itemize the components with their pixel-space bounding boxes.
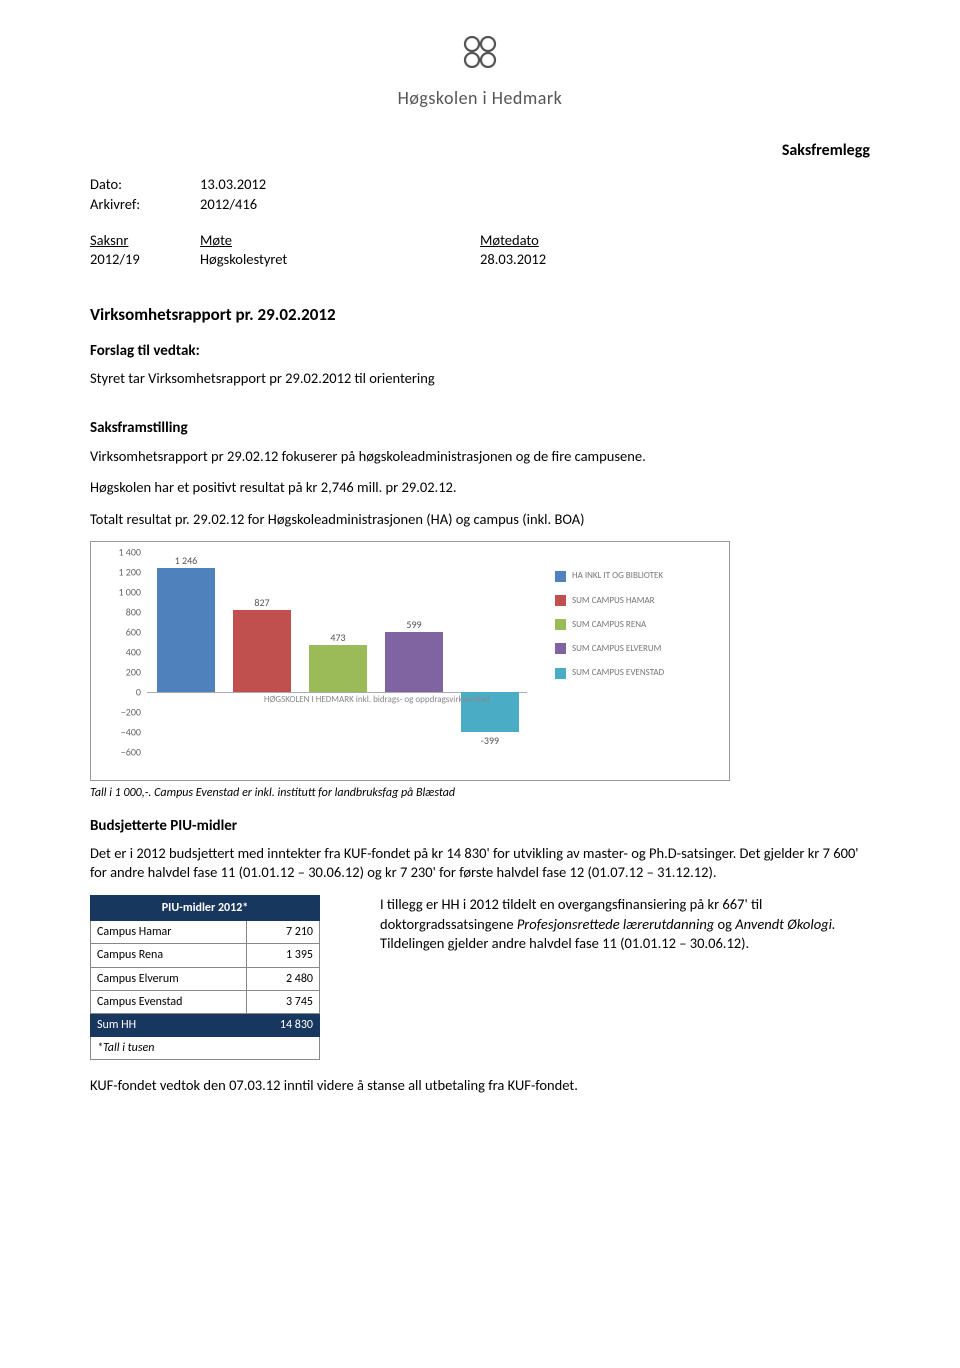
legend-label: SUM CAMPUS RENA [572,619,646,631]
legend-label: SUM CAMPUS HAMAR [572,595,655,607]
piu-foot: *Tall i tusen [91,1037,320,1060]
col-saksnr: Saksnr [90,231,200,251]
legend-label: HA INKL IT OG BIBLIOTEK [572,570,663,582]
y-tick: −600 [121,746,141,760]
budsjett-p1: Det er i 2012 budsjettert med inntekter … [90,844,870,883]
chart-plot: 1 246 827 473 599 -399 HØGSKOLEN I HEDMARK in… [147,552,527,752]
chart-legend: HA INKL IT OG BIBLIOTEK SUM CAMPUS HAMAR S… [555,570,715,691]
legend-item: SUM CAMPUS ELVERUM [555,643,715,655]
y-tick: 1 200 [118,566,141,580]
piu-row-value: 7 210 [246,921,319,944]
value-arkivref: 2012/416 [200,195,257,215]
forslag-text: Styret tar Virksomhetsrapport pr 29.02.2… [90,369,870,389]
chart-bar [233,610,291,693]
y-tick: 800 [126,606,141,620]
piu-table: PIU-midler 2012* Campus Hamar7 210Campus… [90,895,320,1060]
chart-caption: Tall i 1 000,-. Campus Evenstad er inkl.… [90,785,870,801]
piu-side-text: I tillegg er HH i 2012 tildelt en overga… [380,895,870,966]
y-tick: 200 [126,666,141,680]
y-tick: 600 [126,626,141,640]
col-mote: Møte [200,231,480,251]
piu-sum-label: Sum HH [91,1013,247,1036]
institution-name: Høgskolen i Hedmark [90,86,870,110]
bar-label: 827 [233,596,291,610]
y-tick: 400 [126,646,141,660]
y-tick: 0 [136,686,141,700]
chart-bar [309,645,367,692]
side-post: Tildelingen gjelder andre halvdel fase 1… [380,934,749,952]
doc-title: Virksomhetsrapport pr. 29.02.2012 [90,304,870,327]
budsjett-heading: Budsjetterte PIU-midler [90,816,870,836]
chart-bar [385,632,443,692]
result-chart: 1 400 1 200 1 000 800 600 400 200 0 −200 −400 −600… [90,541,730,781]
x-axis-label: HØGSKOLEN I HEDMARK inkl. bidrags- og op… [237,694,517,706]
legend-label: SUM CAMPUS ELVERUM [572,643,661,655]
bar-label: 1 246 [157,554,215,568]
last-p: KUF-fondet vedtok den 07.03.12 inntil vi… [90,1076,870,1096]
p3: Totalt resultat pr. 29.02.12 for Høgskol… [90,510,870,530]
piu-row-value: 1 395 [246,944,319,967]
piu-table-wrap: PIU-midler 2012* Campus Hamar7 210Campus… [90,895,320,1060]
label-arkivref: Arkivref: [90,195,200,215]
chart-bar [157,568,215,693]
table-row: Campus Evenstad3 745 [91,990,320,1013]
forslag-heading: Forslag til vedtak: [90,341,870,361]
table-row: Campus Hamar7 210 [91,921,320,944]
institution-logo [90,30,870,80]
legend-swatch [555,643,566,654]
legend-item: SUM CAMPUS HAMAR [555,595,715,607]
p1: Virksomhetsrapport pr 29.02.12 fokuserer… [90,447,870,467]
val-mote: Høgskolestyret [200,250,480,270]
value-dato: 13.03.2012 [200,175,266,195]
legend-swatch [555,595,566,606]
piu-row-label: Campus Rena [91,944,247,967]
y-tick: −200 [121,706,141,720]
piu-row-value: 2 480 [246,967,319,990]
legend-item: SUM CAMPUS EVENSTAD [555,667,715,679]
piu-row-label: Campus Hamar [91,921,247,944]
piu-sum-val: 14 830 [246,1013,319,1036]
table-row: Campus Rena1 395 [91,944,320,967]
meta-block: Dato: 13.03.2012 Arkivref: 2012/416 Saks… [90,175,870,269]
bar-label: 599 [385,618,443,632]
side-em2: Anvendt Økologi. [735,915,835,933]
val-motedato: 28.03.2012 [480,250,546,270]
piu-row-value: 3 745 [246,990,319,1013]
legend-swatch [555,668,566,679]
piu-title: PIU-midler 2012* [91,895,320,920]
piu-row-label: Campus Evenstad [91,990,247,1013]
legend-item: SUM CAMPUS RENA [555,619,715,631]
side-mid: og [714,915,735,933]
bar-label: -399 [461,734,519,748]
label-dato: Dato: [90,175,200,195]
legend-label: SUM CAMPUS EVENSTAD [572,667,664,679]
legend-item: HA INKL IT OG BIBLIOTEK [555,570,715,582]
legend-swatch [555,571,566,582]
p2: Høgskolen har et positivt resultat på kr… [90,478,870,498]
col-motedato: Møtedato [480,231,539,251]
y-axis: 1 4001 2001 0008006004002000−200−400−600 [105,552,143,752]
saksfram-heading: Saksframstilling [90,418,870,438]
piu-row-label: Campus Elverum [91,967,247,990]
y-tick: 1 000 [118,586,141,600]
val-saksnr: 2012/19 [90,250,200,270]
legend-swatch [555,619,566,630]
doc-type: Saksfremlegg [90,140,870,162]
y-tick: −400 [121,726,141,740]
side-em1: Profesjonsrettede lærerutdanning [517,915,714,933]
bar-label: 473 [309,631,367,645]
y-tick: 1 400 [118,546,141,560]
table-row: Campus Elverum2 480 [91,967,320,990]
